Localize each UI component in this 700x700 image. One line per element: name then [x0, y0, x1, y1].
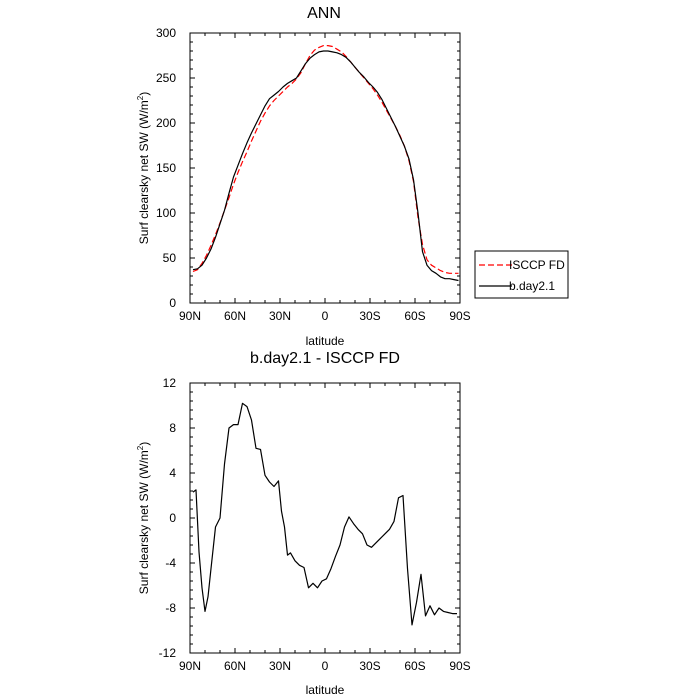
bottom-chart-ticks: 90N 60N 30N 0 30S 60S 90S -12 -8 -4 0 4 8 12	[159, 376, 471, 673]
top-chart-xtick-label: 30N	[269, 309, 291, 323]
bottom-chart-xtick-label: 60N	[224, 659, 246, 673]
top-chart-series	[192, 44, 459, 282]
bottom-chart-frame	[189, 382, 461, 654]
bottom-chart-ylabel-tail: )	[137, 442, 151, 446]
legend-box	[474, 250, 569, 299]
top-chart-xtick-label: 90N	[179, 309, 201, 323]
top-chart-title: ANN	[307, 5, 341, 22]
bottom-chart-ytick-label: 8	[169, 421, 176, 435]
bottom-chart-ytick-label: -4	[165, 556, 176, 570]
top-chart-xtick-label: 60S	[404, 309, 425, 323]
bottom-chart-xtick-label: 0	[322, 659, 329, 673]
bottom-chart-ylabel: Surf clearsky net SW (W/m2)	[136, 442, 151, 594]
legend-label-bday: b.day2.1	[509, 279, 555, 293]
top-chart-xtick-label: 30S	[359, 309, 380, 323]
bottom-chart-ytick-label: -8	[165, 601, 176, 615]
top-chart: ANN 90N 60N 30N 0 30S 60S 90S 0 50 100 150 200 250 30…	[136, 5, 569, 348]
bottom-chart-ytick-label: 12	[163, 376, 177, 390]
bottom-chart-series	[192, 402, 457, 626]
top-chart-ytick-label: 200	[156, 116, 176, 130]
top-chart-ytick-label: 300	[156, 26, 176, 40]
bottom-chart-series-b-day2-1-isccp-fd	[192, 402, 457, 626]
top-chart-ylabel-tail: )	[137, 92, 151, 96]
top-chart-ylabel: Surf clearsky net SW (W/m2)	[136, 92, 151, 244]
top-chart-series-isccp-fd	[192, 44, 459, 274]
top-chart-xtick-label: 90S	[449, 309, 470, 323]
top-chart-ytick-label: 250	[156, 71, 176, 85]
top-chart-series-b-day2-1	[192, 50, 459, 282]
top-chart-xlabel: latitude	[306, 334, 345, 348]
bottom-chart-ytick-label: -12	[159, 646, 177, 660]
top-chart-xtick-label: 60N	[224, 309, 246, 323]
top-chart-ylabel-main: Surf clearsky net SW (W/m	[137, 100, 151, 244]
bottom-chart-xtick-label: 90S	[449, 659, 470, 673]
bottom-chart: b.day2.1 - ISCCP FD 90N 60N 30N 0 30S 60S 90S -…	[136, 350, 471, 697]
top-chart-ticks: 90N 60N 30N 0 30S 60S 90S 0 50 100 150 200 250 300	[156, 26, 471, 323]
bottom-chart-xtick-label: 60S	[404, 659, 425, 673]
top-chart-ytick-label: 50	[163, 251, 177, 265]
bottom-chart-xlabel: latitude	[306, 683, 345, 697]
top-chart-xtick-label: 0	[322, 309, 329, 323]
top-chart-ytick-label: 150	[156, 161, 176, 175]
bottom-chart-xtick-label: 30N	[269, 659, 291, 673]
legend-label-isccp: ISCCP FD	[509, 258, 565, 272]
top-chart-frame	[189, 32, 461, 304]
bottom-chart-ytick-label: 0	[169, 511, 176, 525]
bottom-chart-xtick-label: 90N	[179, 659, 201, 673]
top-chart-ytick-label: 0	[169, 296, 176, 310]
bottom-chart-xtick-label: 30S	[359, 659, 380, 673]
bottom-chart-ytick-label: 4	[169, 466, 176, 480]
top-chart-ytick-label: 100	[156, 206, 176, 220]
bottom-chart-ylabel-sup: 2	[136, 445, 145, 450]
top-chart-legend: ISCCP FD b.day2.1	[474, 250, 569, 299]
bottom-chart-ylabel-main: Surf clearsky net SW (W/m	[137, 450, 151, 594]
top-chart-ylabel-sup: 2	[136, 95, 145, 100]
bottom-chart-title: b.day2.1 - ISCCP FD	[250, 350, 400, 367]
